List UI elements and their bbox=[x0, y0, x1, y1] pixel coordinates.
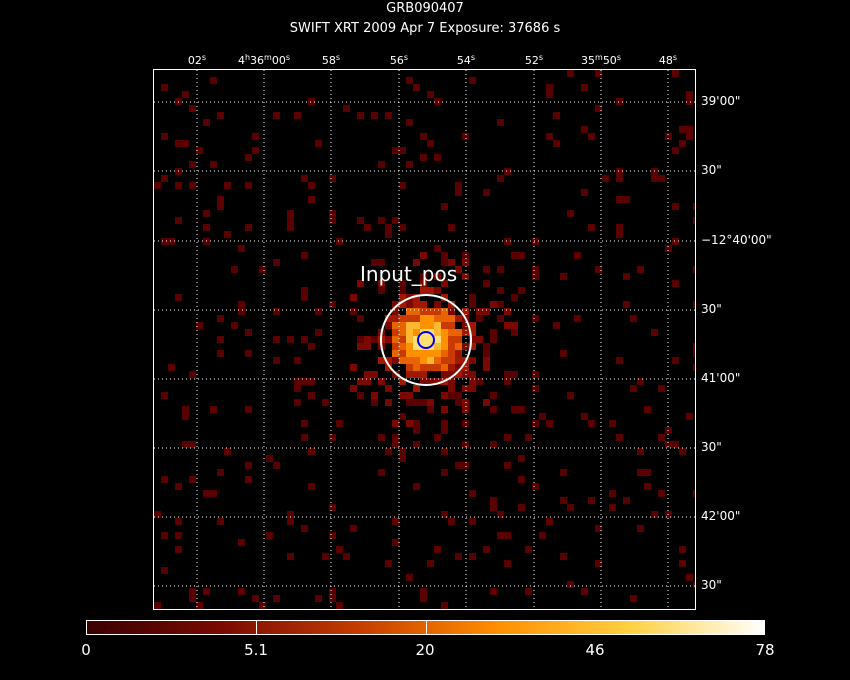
color-scale-bar bbox=[86, 620, 765, 635]
xray-counts-image bbox=[154, 70, 695, 609]
colorbar-label: 46 bbox=[585, 641, 605, 659]
colorbar-label: 78 bbox=[755, 641, 775, 659]
dec-tick-label: 39'00" bbox=[701, 94, 741, 108]
image-subtitle: SWIFT XRT 2009 Apr 7 Exposure: 37686 s bbox=[289, 21, 561, 36]
image-title: GRB090407 bbox=[386, 1, 464, 16]
dec-tick-label: 30" bbox=[701, 578, 722, 592]
ra-tick-label: 35m50s bbox=[581, 53, 621, 67]
dec-tick-label: 41'00" bbox=[701, 371, 741, 385]
ra-tick-label: 54s bbox=[456, 53, 476, 67]
source-region-circle bbox=[380, 294, 472, 386]
source-position-marker bbox=[417, 331, 435, 349]
ra-tick-label: 4h36m00s bbox=[237, 53, 291, 67]
ra-tick-label: 48s bbox=[658, 53, 678, 67]
xray-image-panel bbox=[153, 69, 696, 610]
colorbar-tick bbox=[256, 621, 258, 634]
ra-tick-label: 52s bbox=[524, 53, 544, 67]
dec-tick-label: 30" bbox=[701, 302, 722, 316]
dec-tick-label: −12°40'00" bbox=[701, 233, 772, 247]
colorbar-label: 5.1 bbox=[244, 641, 268, 659]
dec-tick-label: 30" bbox=[701, 163, 722, 177]
dec-tick-label: 42'00" bbox=[701, 509, 741, 523]
ra-tick-label: 02s bbox=[187, 53, 207, 67]
source-position-label: Input_pos bbox=[360, 262, 458, 286]
colorbar-label: 20 bbox=[415, 641, 435, 659]
ra-tick-label: 58s bbox=[321, 53, 341, 67]
colorbar-label: 0 bbox=[81, 641, 91, 659]
ra-tick-label: 56s bbox=[389, 53, 409, 67]
dec-tick-label: 30" bbox=[701, 440, 722, 454]
count-pixels bbox=[154, 70, 695, 609]
colorbar-tick bbox=[425, 621, 427, 634]
